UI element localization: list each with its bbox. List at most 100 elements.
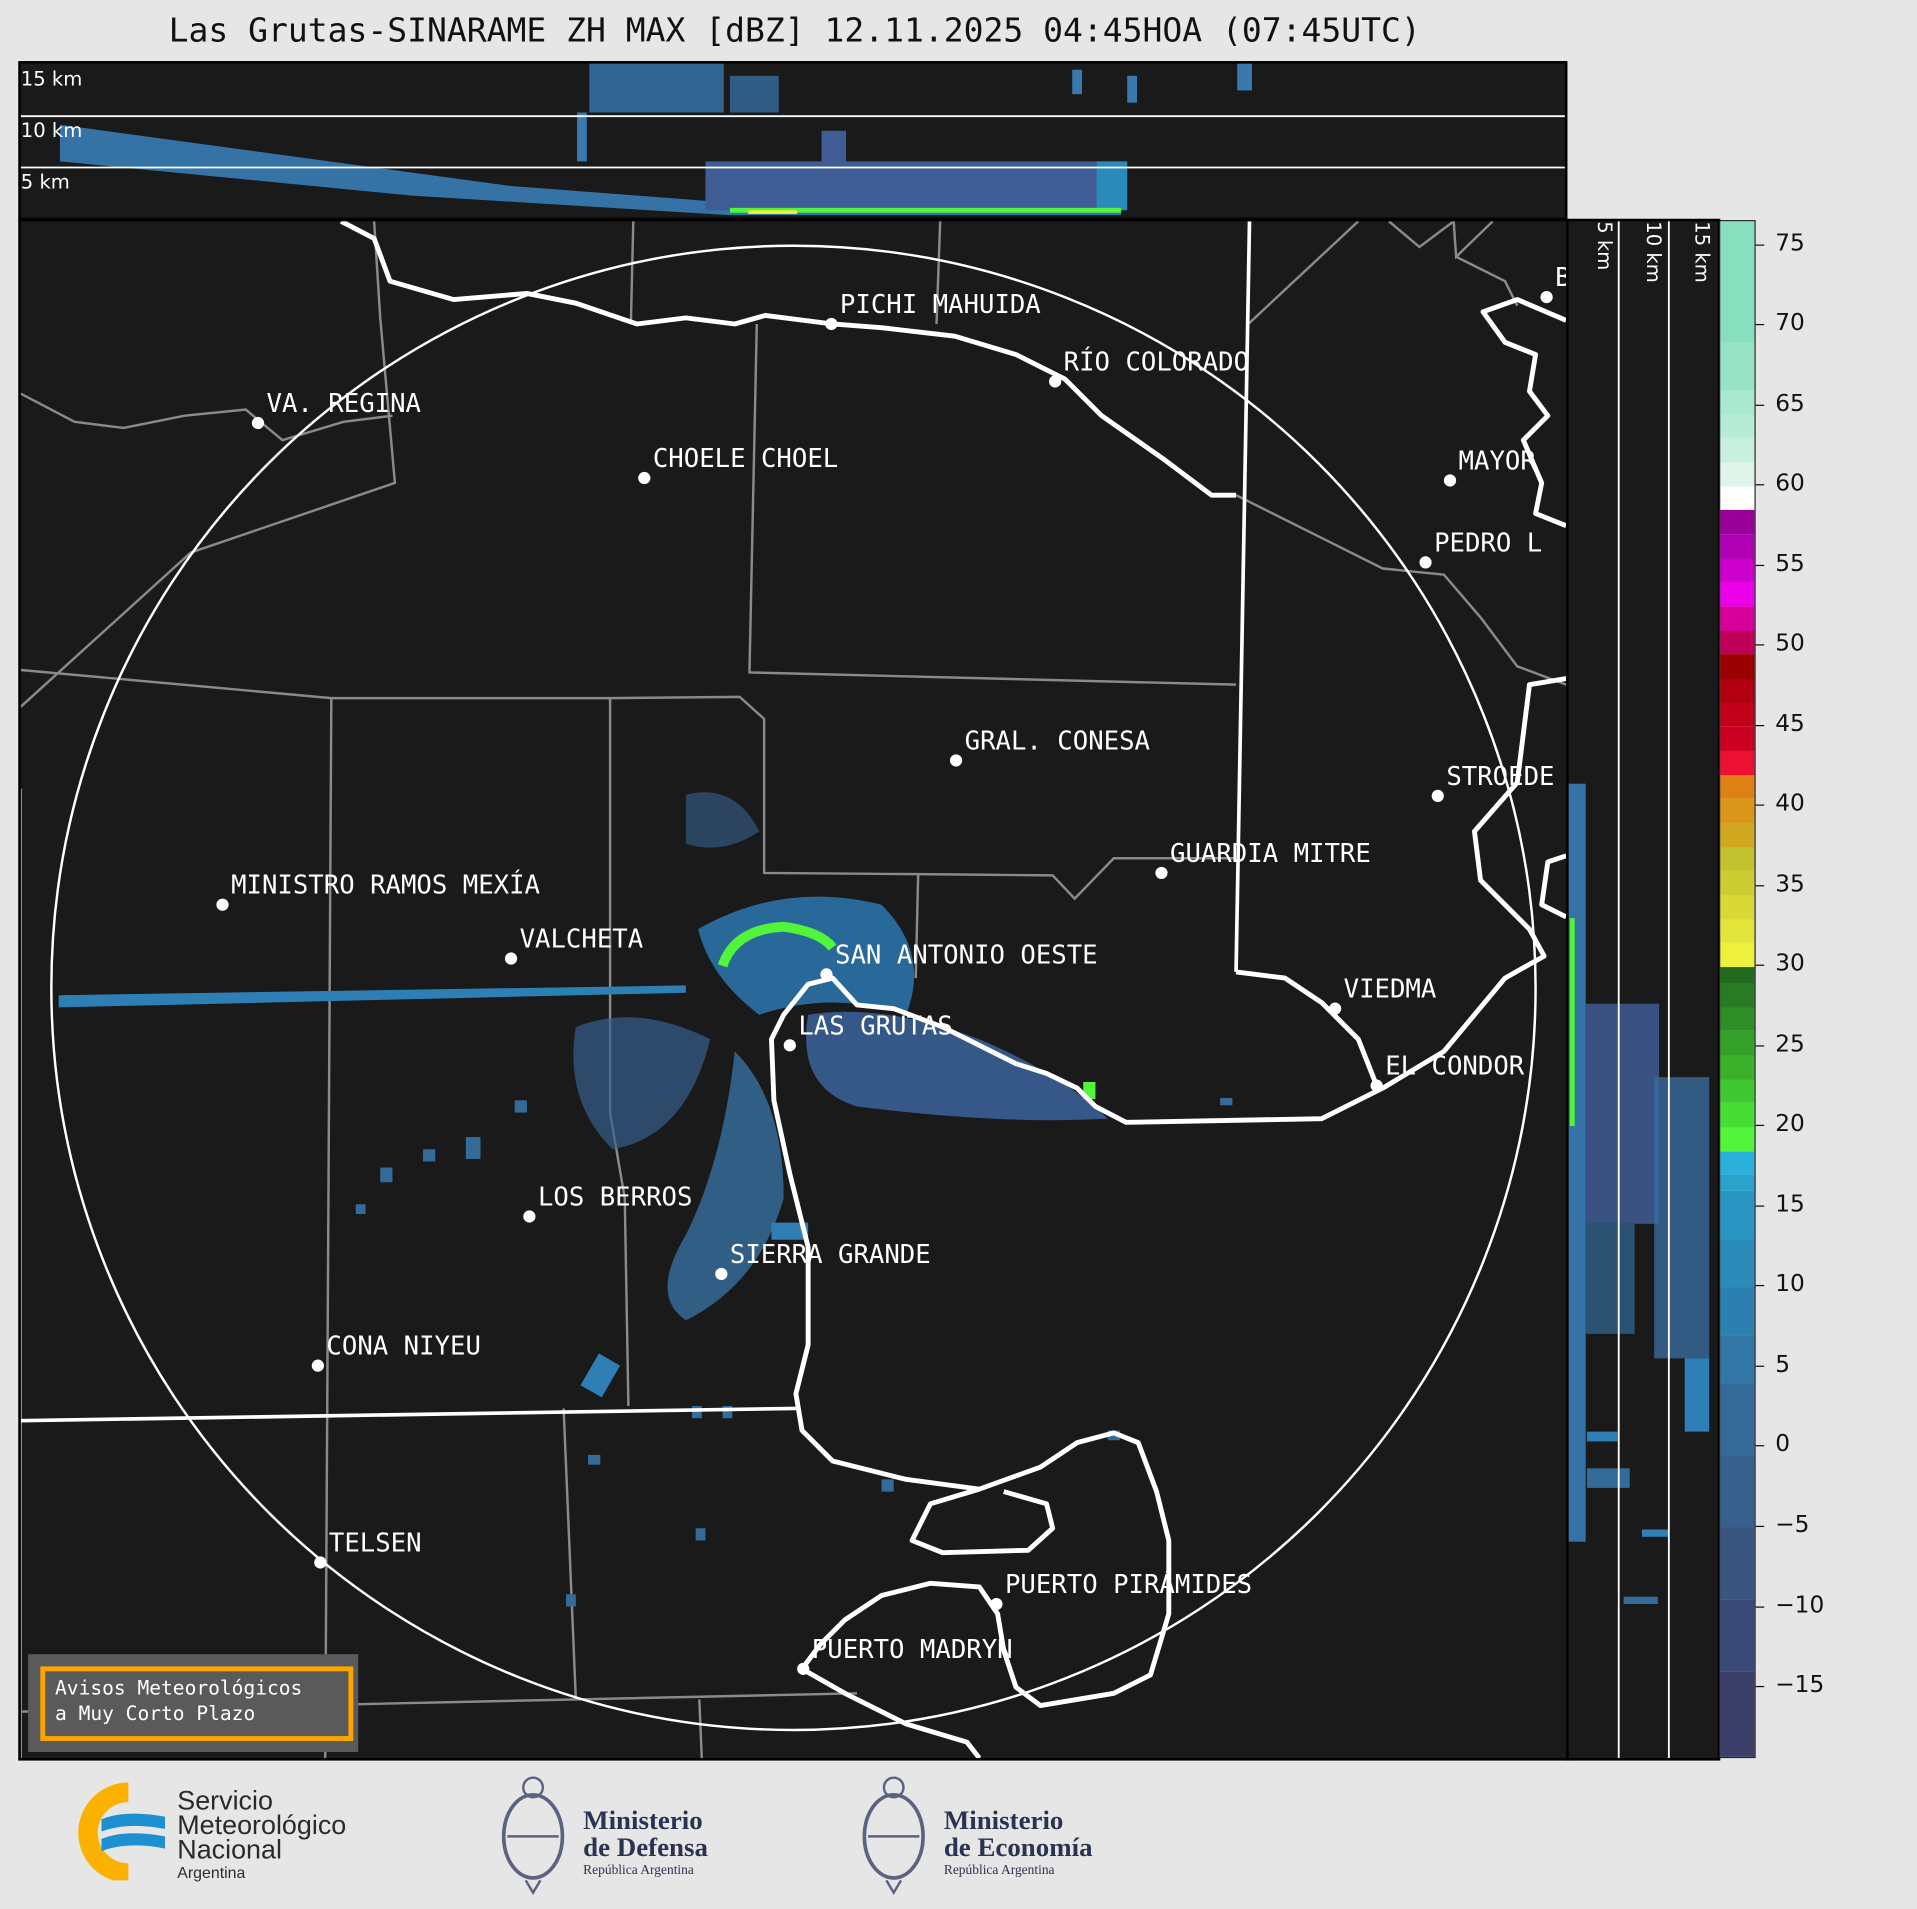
city-marker[interactable]	[216, 898, 229, 911]
colorbar-bin	[1720, 1599, 1755, 1672]
echo-cell	[1220, 1097, 1233, 1106]
city-marker[interactable]	[990, 1597, 1003, 1611]
city-marker[interactable]	[1370, 1079, 1383, 1092]
height-label-5km: 5 km	[1593, 221, 1617, 271]
echo-column	[1586, 1431, 1618, 1442]
city-label: PICHI MAHUIDA	[840, 290, 1041, 320]
city-marker[interactable]	[797, 1662, 810, 1675]
province-boundary	[1234, 221, 1252, 972]
city-marker[interactable]	[715, 1267, 728, 1281]
colorbar-bin	[1720, 1102, 1755, 1128]
colorbar-tick-label: 60	[1775, 469, 1805, 497]
echo-cell	[423, 1149, 436, 1162]
border-line	[1235, 494, 1567, 686]
border-line	[629, 221, 635, 325]
radar-map[interactable]: PICHI MAHUIDA RÍO COLORADO VA. REGINA CHOEL…	[18, 218, 1569, 1761]
warning-box[interactable]: Avisos Meteorológicos a Muy Corto Plazo	[28, 1654, 359, 1752]
echo-area	[667, 1051, 784, 1321]
city-marker[interactable]	[504, 952, 518, 965]
city-marker[interactable]	[820, 968, 833, 981]
colorbar-bin	[1720, 677, 1755, 703]
right-panel-echoes	[1568, 221, 1710, 1759]
city-marker[interactable]	[1431, 789, 1444, 803]
city-marker[interactable]	[311, 1359, 324, 1372]
border-line	[935, 221, 942, 325]
national-shield-icon	[862, 1776, 925, 1895]
city-marker[interactable]	[314, 1556, 327, 1569]
colorbar-tick-label: 0	[1775, 1431, 1791, 1458]
colorbar-bin	[1720, 1030, 1755, 1055]
city-label: B	[1555, 263, 1566, 293]
colorbar-bin	[1720, 461, 1755, 487]
colorbar-tick-mark	[1755, 564, 1765, 566]
economia-line2: de Economía	[943, 1831, 1093, 1863]
city-marker[interactable]	[251, 416, 265, 430]
colorbar-tick-label: 70	[1775, 309, 1805, 337]
echo-area	[573, 1017, 711, 1150]
colorbar-bin	[1720, 1527, 1755, 1600]
border-line	[914, 874, 920, 979]
city-label: LOS BERROS	[538, 1182, 692, 1212]
colorbar-tick-label: 65	[1775, 389, 1805, 417]
colorbar-tick-mark	[1755, 884, 1765, 887]
echo-cell	[566, 1594, 576, 1607]
colorbar-bin	[1720, 629, 1755, 655]
colorbar-bin	[1720, 389, 1755, 415]
colorbar-bin	[1720, 1006, 1755, 1031]
colorbar-bin	[1720, 846, 1755, 871]
right-height-panel: 5 km 10 km 15 km	[1566, 218, 1721, 1761]
echo-core-arc	[717, 921, 837, 968]
colorbar-tick-label: 15	[1775, 1190, 1805, 1218]
colorbar-bin	[1720, 942, 1755, 967]
city-marker[interactable]	[1328, 1002, 1342, 1015]
colorbar-bin	[1720, 918, 1755, 943]
ministerio-economia-logo: Ministerio de Economía República Argenti…	[856, 1773, 1137, 1901]
colorbar-bin	[1720, 1126, 1755, 1152]
smn-line1: Servicio	[177, 1784, 273, 1816]
ministerio-defensa-logo: Ministerio de Defensa República Argentin…	[495, 1773, 764, 1901]
colorbar-bin	[1720, 581, 1755, 607]
colorbar-tick-label: −15	[1775, 1671, 1825, 1699]
echo-column	[577, 112, 587, 162]
colorbar-bin	[1720, 870, 1755, 895]
colorbar-bin	[1720, 1671, 1755, 1757]
echo-column	[1127, 75, 1138, 103]
city-marker[interactable]	[1540, 290, 1553, 304]
colorbar-bin	[1720, 533, 1755, 559]
city-marker[interactable]	[523, 1210, 536, 1223]
echo-cell	[380, 1167, 393, 1183]
city-label: RÍO COLORADO	[1064, 345, 1249, 377]
city-marker[interactable]	[783, 1039, 796, 1052]
city-label: PEDRO L	[1434, 528, 1542, 558]
city-marker[interactable]	[1419, 556, 1432, 569]
economia-line1: Ministerio	[943, 1804, 1064, 1836]
colorbar-bin	[1720, 1286, 1755, 1336]
height-label-5km: 5 km	[20, 169, 70, 194]
coastline	[1480, 297, 1567, 528]
warning-line-1: Avisos Meteorológicos	[55, 1676, 303, 1700]
colorbar-tick-label: 5	[1775, 1350, 1791, 1378]
echo-cell	[881, 1479, 894, 1492]
city-marker[interactable]	[825, 317, 838, 331]
city-marker[interactable]	[1443, 474, 1457, 487]
coastline	[1539, 853, 1567, 920]
border-line	[1388, 221, 1494, 260]
colorbar-tick-mark	[1755, 244, 1765, 246]
city-marker[interactable]	[1155, 866, 1168, 880]
city-label: MINISTRO RAMOS MEXÍA	[231, 869, 540, 901]
colorbar-bin	[1720, 605, 1755, 631]
height-label-15km: 15 km	[1690, 221, 1715, 283]
city-marker[interactable]	[949, 754, 963, 767]
city-label: CONA NIYEU	[326, 1332, 480, 1362]
city-label: CHOELE CHOEL	[653, 444, 838, 474]
city-marker[interactable]	[638, 471, 651, 485]
border-line	[748, 323, 1237, 686]
colorbar-bin	[1720, 982, 1755, 1007]
echo-column	[1641, 1529, 1669, 1537]
colorbar-tick-label: 75	[1775, 229, 1805, 257]
colorbar-bin	[1720, 1334, 1755, 1384]
echo-column	[821, 130, 847, 168]
city-marker[interactable]	[1048, 375, 1062, 388]
echo-column	[729, 75, 779, 113]
colorbar-tick-mark	[1755, 1285, 1765, 1287]
